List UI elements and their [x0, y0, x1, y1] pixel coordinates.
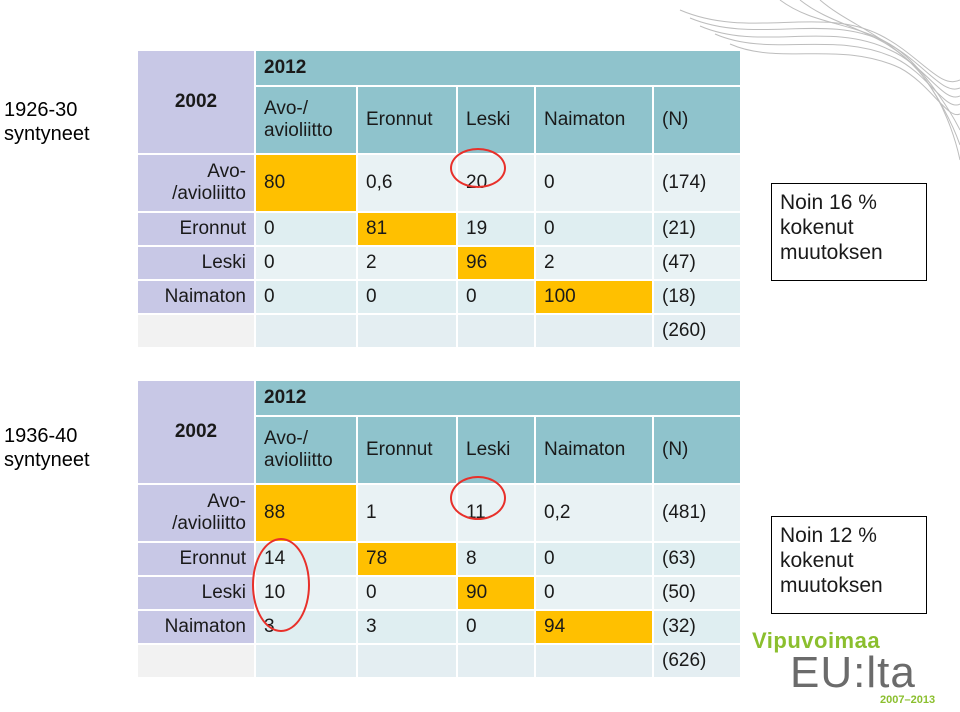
empty-cell — [138, 315, 254, 347]
row-header-naimaton: Naimaton — [138, 281, 254, 313]
logo-wordmark-top: Vipuvoimaa — [752, 628, 881, 653]
table-cell: 2 — [358, 247, 456, 279]
col-header-naimaton: Naimaton — [536, 87, 652, 153]
empty-cell — [138, 645, 254, 677]
table-cell: 8 — [458, 543, 534, 575]
row-header-leski: Leski — [138, 577, 254, 609]
row-header-avioliitto: Avo- /avioliitto — [138, 155, 254, 211]
change-note-1926-30: Noin 16 % kokenut muutoksen — [771, 183, 927, 281]
col-header-eronnut: Eronnut — [358, 417, 456, 483]
table-cell: (481) — [654, 485, 740, 541]
table-cell: (21) — [654, 213, 740, 245]
table-cell: 0 — [256, 281, 356, 313]
col-header-n: (N) — [654, 417, 740, 483]
cohort-years: 1926-30 — [4, 99, 78, 121]
table-cell: 0 — [358, 281, 456, 313]
column-year-2012: 2012 — [256, 381, 740, 415]
col-header-avioliitto: Avo-/ avioliitto — [256, 417, 356, 483]
table-cell: 0 — [458, 611, 534, 643]
decorative-ribbon — [679, 0, 960, 161]
row-header-naimaton: Naimaton — [138, 611, 254, 643]
table-cell: 0,2 — [536, 485, 652, 541]
col-header-eronnut: Eronnut — [358, 87, 456, 153]
row-header-eronnut: Eronnut — [138, 213, 254, 245]
table-cell: 0 — [358, 577, 456, 609]
empty-cell — [358, 315, 456, 347]
table-cell: 90 — [458, 577, 534, 609]
total-cell: (260) — [654, 315, 740, 347]
table-cell: 80 — [256, 155, 356, 211]
cohort-suffix: syntyneet — [4, 123, 90, 145]
row-year-2002: 2002 — [138, 51, 254, 153]
table-cell: 94 — [536, 611, 652, 643]
table-cell: (18) — [654, 281, 740, 313]
table-cell: 0 — [458, 281, 534, 313]
column-year-2012: 2012 — [256, 51, 740, 85]
table-cell: 0,6 — [358, 155, 456, 211]
table-cell: 100 — [536, 281, 652, 313]
table-cell: 0 — [536, 213, 652, 245]
table-cell: 0 — [536, 577, 652, 609]
col-header-naimaton: Naimaton — [536, 417, 652, 483]
table-cell: 20 — [458, 155, 534, 211]
table-cell: 0 — [536, 543, 652, 575]
table-cell: 10 — [256, 577, 356, 609]
row-year-2002: 2002 — [138, 381, 254, 483]
table-cell: 3 — [256, 611, 356, 643]
table-cell: 0 — [536, 155, 652, 211]
col-header-avioliitto: Avo-/ avioliitto — [256, 87, 356, 153]
transition-table-1936-40: 2002 2012 Avo-/ avioliitto Eronnut Leski… — [136, 379, 742, 679]
col-header-leski: Leski — [458, 417, 534, 483]
table-cell: (32) — [654, 611, 740, 643]
col-header-n: (N) — [654, 87, 740, 153]
row-header-leski: Leski — [138, 247, 254, 279]
empty-cell — [256, 645, 356, 677]
table-cell: (47) — [654, 247, 740, 279]
cohort-years: 1936-40 — [4, 425, 78, 447]
row-header-avioliitto: Avo- /avioliitto — [138, 485, 254, 541]
logo-years: 2007–2013 — [880, 694, 936, 706]
table-cell: 78 — [358, 543, 456, 575]
table-cell: (63) — [654, 543, 740, 575]
vipuvoimaa-eu-logo: Vipuvoimaa EU:lta 2007–2013 — [752, 628, 952, 708]
col-header-leski: Leski — [458, 87, 534, 153]
cohort-label-1926-30: 1926-30 syntyneet — [4, 98, 90, 146]
table-cell: 11 — [458, 485, 534, 541]
change-note-1936-40: Noin 12 % kokenut muutoksen — [771, 516, 927, 614]
table-cell: (174) — [654, 155, 740, 211]
table-cell: (50) — [654, 577, 740, 609]
cohort-label-1936-40: 1936-40 syntyneet — [4, 424, 90, 472]
row-header-eronnut: Eronnut — [138, 543, 254, 575]
empty-cell — [458, 315, 534, 347]
cohort-suffix: syntyneet — [4, 449, 90, 471]
table-cell: 3 — [358, 611, 456, 643]
empty-cell — [458, 645, 534, 677]
empty-cell — [536, 645, 652, 677]
transition-table-1926-30: 2002 2012 Avo-/ avioliitto Eronnut Leski… — [136, 49, 742, 349]
table-cell: 81 — [358, 213, 456, 245]
table-cell: 19 — [458, 213, 534, 245]
logo-wordmark-main: EU:lta — [790, 648, 916, 697]
table-cell: 88 — [256, 485, 356, 541]
table-cell: 14 — [256, 543, 356, 575]
table-cell: 2 — [536, 247, 652, 279]
empty-cell — [536, 315, 652, 347]
table-cell: 0 — [256, 213, 356, 245]
table-cell: 1 — [358, 485, 456, 541]
table-cell: 0 — [256, 247, 356, 279]
empty-cell — [256, 315, 356, 347]
empty-cell — [358, 645, 456, 677]
table-cell: 96 — [458, 247, 534, 279]
total-cell: (626) — [654, 645, 740, 677]
